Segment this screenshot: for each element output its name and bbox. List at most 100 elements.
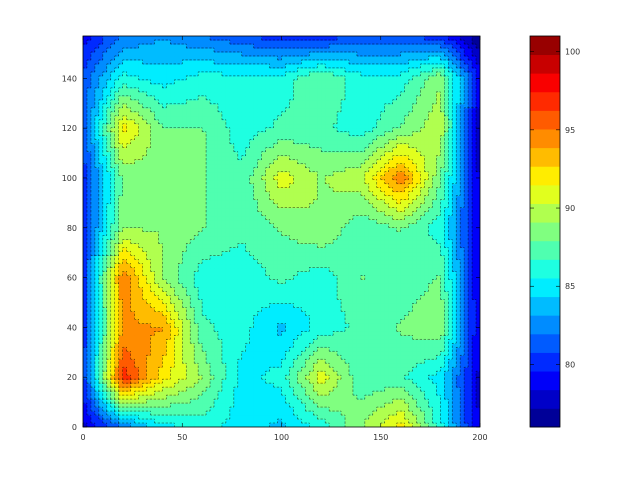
contour-cell bbox=[341, 311, 346, 316]
contour-cell bbox=[217, 323, 223, 328]
contour-cell bbox=[341, 375, 346, 380]
contour-cell bbox=[182, 227, 187, 233]
contour-cell bbox=[170, 271, 175, 276]
contour-cell bbox=[313, 399, 318, 404]
contour-cell bbox=[364, 331, 370, 336]
contour-cell bbox=[329, 387, 334, 392]
contour-cell bbox=[420, 359, 426, 364]
contour-cell bbox=[341, 371, 346, 376]
contour-cell bbox=[186, 263, 191, 269]
contour-cell bbox=[325, 323, 330, 328]
contour-cell bbox=[356, 291, 362, 296]
contour-cell bbox=[114, 395, 120, 400]
contour-cell bbox=[265, 395, 271, 400]
contour-cell bbox=[130, 271, 136, 276]
contour-cell bbox=[194, 227, 199, 233]
contour-cell bbox=[400, 235, 406, 241]
contour-cell bbox=[360, 255, 366, 261]
contour-cell bbox=[348, 407, 354, 412]
contour-cell bbox=[142, 367, 148, 372]
contour-cell bbox=[404, 387, 410, 392]
contour-cell bbox=[301, 335, 306, 340]
contour-cell bbox=[114, 415, 120, 420]
contour-cell bbox=[265, 391, 271, 396]
contour-cell bbox=[98, 299, 104, 304]
contour-cell bbox=[428, 255, 433, 261]
contour-cell bbox=[404, 275, 410, 280]
contour-cell bbox=[170, 275, 175, 280]
contour-cell bbox=[170, 323, 175, 328]
contour-cell bbox=[376, 319, 382, 324]
contour-cell bbox=[376, 359, 382, 364]
contour-cell bbox=[448, 307, 453, 312]
contour-cell bbox=[440, 391, 445, 396]
contour-cell bbox=[348, 375, 354, 380]
contour-cell bbox=[245, 375, 251, 380]
contour-cell bbox=[301, 415, 306, 420]
contour-cell bbox=[150, 267, 156, 272]
contour-cell bbox=[273, 247, 279, 253]
contour-cell bbox=[352, 251, 358, 257]
contour-cell bbox=[114, 343, 120, 348]
contour-cell bbox=[440, 299, 445, 304]
contour-cell bbox=[293, 235, 298, 241]
contour-cell bbox=[98, 339, 104, 344]
contour-cell bbox=[233, 291, 239, 296]
contour-cell bbox=[265, 367, 271, 372]
contour-cell bbox=[376, 403, 382, 408]
contour-cell bbox=[408, 359, 414, 364]
contour-cell bbox=[301, 287, 306, 292]
contour-cell bbox=[90, 391, 96, 396]
contour-cell bbox=[83, 367, 88, 372]
contour-cell bbox=[448, 399, 453, 404]
contour-cell bbox=[202, 343, 207, 348]
contour-cell bbox=[221, 275, 227, 280]
contour-cell bbox=[313, 287, 318, 292]
contour-cell bbox=[317, 379, 322, 384]
contour-cell bbox=[202, 263, 207, 269]
contour-cell bbox=[118, 283, 124, 288]
contour-cell bbox=[317, 327, 322, 332]
contour-cell bbox=[317, 395, 322, 400]
contour-cell bbox=[110, 251, 116, 257]
contour-cell bbox=[408, 379, 414, 384]
contour-cell bbox=[285, 247, 291, 253]
contour-cell bbox=[110, 271, 116, 276]
contour-cell bbox=[376, 291, 382, 296]
contour-cell bbox=[261, 319, 267, 324]
contour-cell bbox=[253, 267, 259, 272]
contour-cell bbox=[424, 239, 429, 245]
contour-cell bbox=[348, 399, 354, 404]
contour-cell bbox=[83, 347, 88, 352]
contour-cell bbox=[309, 403, 314, 408]
contour-cell bbox=[233, 363, 239, 368]
contour-cell bbox=[170, 259, 175, 265]
contour-cell bbox=[376, 251, 382, 257]
contour-cell bbox=[309, 415, 314, 420]
contour-cell bbox=[400, 347, 406, 352]
contour-cell bbox=[432, 239, 437, 245]
contour-cell bbox=[210, 315, 215, 320]
contour-cell bbox=[110, 315, 116, 320]
contour-cell bbox=[241, 379, 247, 384]
contour-cell bbox=[293, 387, 298, 392]
contour-cell bbox=[325, 423, 330, 427]
contour-cell bbox=[118, 367, 124, 372]
contour-cell bbox=[86, 355, 92, 360]
contour-cell bbox=[464, 415, 469, 420]
contour-cell bbox=[214, 371, 219, 376]
contour-cell bbox=[472, 259, 477, 265]
contour-cell bbox=[210, 235, 215, 241]
contour-cell bbox=[102, 259, 108, 265]
contour-cell bbox=[313, 267, 318, 272]
contour-cell bbox=[345, 323, 350, 328]
contour-cell bbox=[194, 347, 199, 352]
contour-cell bbox=[186, 327, 191, 332]
contour-cell bbox=[348, 403, 354, 408]
contour-cell bbox=[253, 335, 259, 340]
contour-cell bbox=[210, 271, 215, 276]
contour-cell bbox=[110, 359, 116, 364]
contour-cell bbox=[392, 251, 398, 257]
contour-cell bbox=[277, 339, 283, 344]
contour-cell bbox=[317, 399, 322, 404]
